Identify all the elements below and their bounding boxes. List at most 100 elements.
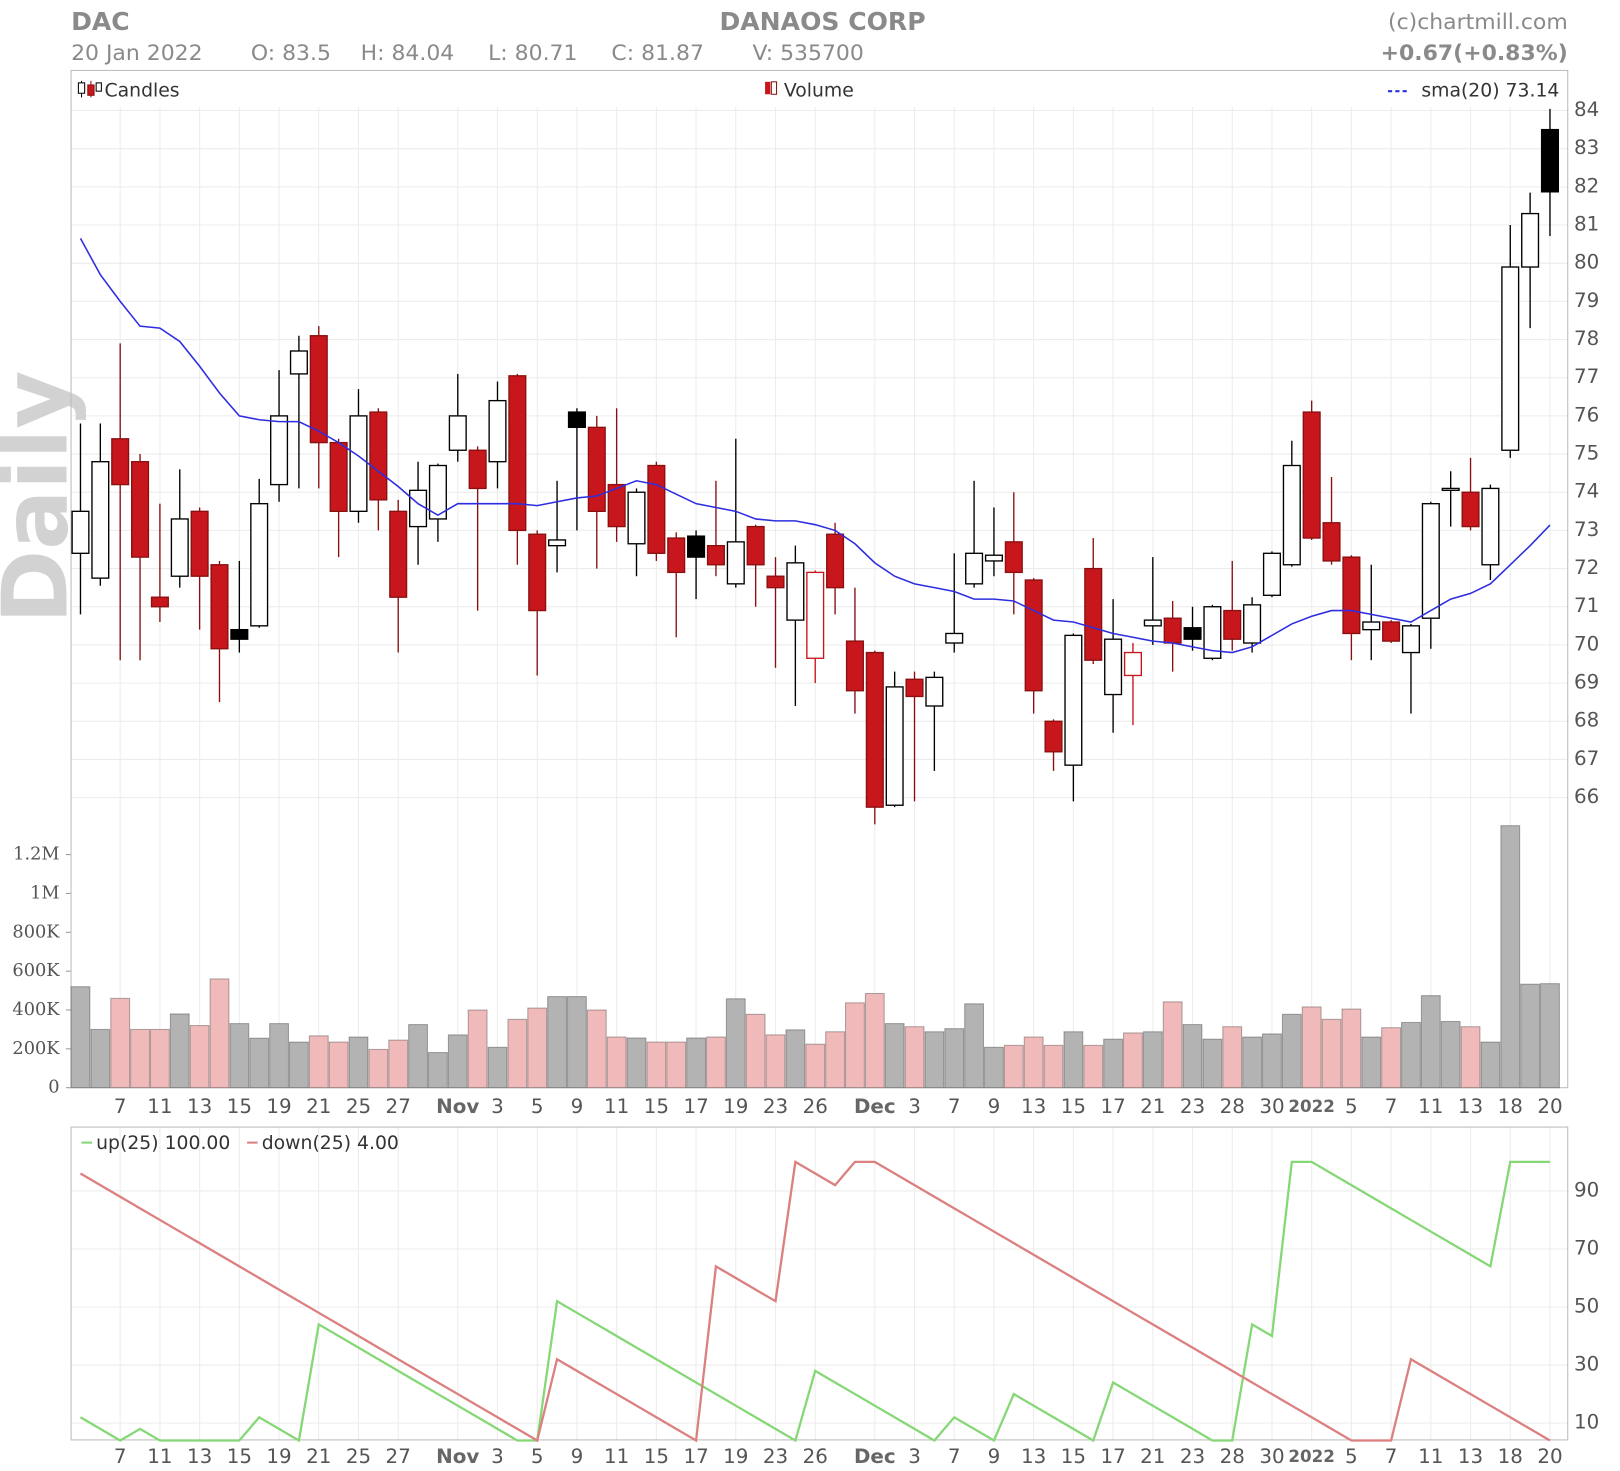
candle-body bbox=[1143, 619, 1162, 627]
volume-bar bbox=[1023, 1036, 1044, 1089]
x-tick-label: 23 bbox=[763, 1095, 788, 1118]
volume-bar bbox=[1341, 1008, 1362, 1089]
volume-bar bbox=[805, 1043, 826, 1089]
volume-bar bbox=[785, 1029, 806, 1089]
candle-body bbox=[905, 678, 924, 698]
x-tick-label: 7 bbox=[1385, 1095, 1398, 1118]
data-layer: sma(20) 73.14 up(25) 100.00 down(25) 4.00 bbox=[70, 81, 1560, 1443]
candle-body bbox=[91, 461, 110, 579]
candle-body bbox=[1342, 556, 1361, 635]
source: (c)chartmill.com bbox=[1388, 10, 1568, 35]
candle-body bbox=[131, 461, 150, 558]
candle-body bbox=[1501, 266, 1520, 451]
y-tick-label: 74 bbox=[1574, 480, 1599, 503]
x-tick-label: 15 bbox=[227, 1095, 252, 1118]
volume-bar bbox=[328, 1041, 349, 1089]
volume-bar bbox=[547, 996, 567, 1089]
x-tick-label: 21 bbox=[1140, 1095, 1165, 1118]
volume-bar bbox=[1440, 1020, 1461, 1089]
x-tick-label: 17 bbox=[683, 1445, 708, 1468]
volume-bar bbox=[745, 1013, 766, 1089]
candle-body bbox=[1421, 503, 1440, 619]
volume-bar bbox=[408, 1024, 428, 1089]
volume-bar bbox=[447, 1034, 468, 1089]
x-tick-label: 7 bbox=[114, 1095, 127, 1118]
candle-body bbox=[1441, 487, 1460, 491]
y-tick-label: 10 bbox=[1574, 1411, 1599, 1434]
aroon-line bbox=[79, 1160, 1551, 1443]
candle-body bbox=[1064, 634, 1083, 766]
company-name: DANAOS CORP bbox=[719, 7, 925, 36]
candle-body bbox=[1362, 621, 1381, 631]
x-tick-label: 20 bbox=[1537, 1445, 1562, 1468]
volume-bar bbox=[666, 1041, 687, 1089]
legend-sma: sma(20) 73.14 bbox=[1421, 81, 1559, 102]
y-tick-label: 81 bbox=[1574, 213, 1599, 236]
change: +0.67(+0.83%) bbox=[1381, 41, 1568, 66]
x-tick-label: 28 bbox=[1220, 1095, 1245, 1118]
y-tick-label: 83 bbox=[1574, 136, 1599, 159]
candle-body bbox=[746, 525, 765, 566]
volume-bar bbox=[765, 1034, 786, 1089]
candle-body bbox=[150, 596, 169, 608]
x-tick-label: 3 bbox=[491, 1095, 504, 1118]
volume-bar bbox=[1480, 1041, 1501, 1089]
y-tick-label: 66 bbox=[1574, 785, 1599, 808]
x-tick-label: 17 bbox=[1100, 1445, 1125, 1468]
candle-body bbox=[1382, 621, 1401, 642]
x-tick-label: 27 bbox=[386, 1095, 411, 1118]
volume-bar bbox=[1361, 1036, 1382, 1089]
y-tick-label: 75 bbox=[1574, 442, 1599, 465]
volume-bar bbox=[1401, 1021, 1421, 1089]
volume-bar bbox=[149, 1028, 170, 1089]
candle-body bbox=[925, 676, 944, 707]
volume-bar bbox=[706, 1036, 726, 1089]
x-tick-label: 17 bbox=[683, 1095, 708, 1118]
candle-body bbox=[548, 539, 567, 547]
volume-bar bbox=[1162, 1001, 1183, 1089]
candle-body bbox=[1004, 541, 1023, 574]
x-tick-label: 7 bbox=[1385, 1445, 1398, 1468]
date: 20 Jan 2022 bbox=[71, 41, 203, 66]
y-tick-label: 67 bbox=[1574, 747, 1599, 770]
candle-body bbox=[1401, 625, 1421, 654]
y-tick-label: 600K bbox=[12, 961, 60, 981]
x-tick-label: 5 bbox=[531, 1445, 544, 1468]
x-tick-label: 25 bbox=[346, 1445, 371, 1468]
y-tick-label: 200K bbox=[12, 1039, 60, 1059]
x-tick-label: 13 bbox=[1458, 1095, 1483, 1118]
x-tick-label: 9 bbox=[571, 1445, 584, 1468]
candle-body bbox=[647, 464, 666, 554]
x-tick-label: 11 bbox=[1418, 1095, 1443, 1118]
volume-bar bbox=[130, 1028, 150, 1089]
x-tick-label: 5 bbox=[1345, 1095, 1358, 1118]
candle-body bbox=[1104, 638, 1123, 696]
x-tick-label: 26 bbox=[803, 1445, 828, 1468]
candle-body bbox=[389, 510, 408, 598]
watermark: Daily bbox=[0, 371, 88, 624]
volume-bar bbox=[984, 1046, 1004, 1089]
candle-body bbox=[1123, 651, 1142, 677]
x-tick-label: 2022 bbox=[1288, 1097, 1334, 1116]
volume-bar bbox=[864, 992, 885, 1089]
y-tick-label: 78 bbox=[1574, 327, 1599, 350]
ohlcv-label: O: 83.5 bbox=[251, 41, 331, 66]
candle-body bbox=[1481, 487, 1500, 566]
y-tick-label: 30 bbox=[1574, 1353, 1599, 1376]
legend-candles: Candles bbox=[105, 81, 180, 102]
y-tick-label: 72 bbox=[1574, 556, 1599, 579]
candle-body bbox=[170, 518, 189, 577]
volume-bar bbox=[646, 1041, 667, 1089]
x-tick-label: 26 bbox=[803, 1095, 828, 1118]
candle-body bbox=[587, 426, 606, 512]
candle-body bbox=[1044, 720, 1063, 753]
y-tick-label: 68 bbox=[1574, 709, 1599, 732]
volume-bar bbox=[944, 1028, 965, 1089]
aroon-panel bbox=[70, 1126, 1569, 1441]
volume-bar bbox=[626, 1037, 647, 1089]
candle-body bbox=[786, 562, 805, 621]
x-tick-label: 25 bbox=[346, 1095, 371, 1118]
candle-body bbox=[1521, 212, 1540, 268]
volume-bar bbox=[507, 1018, 528, 1089]
